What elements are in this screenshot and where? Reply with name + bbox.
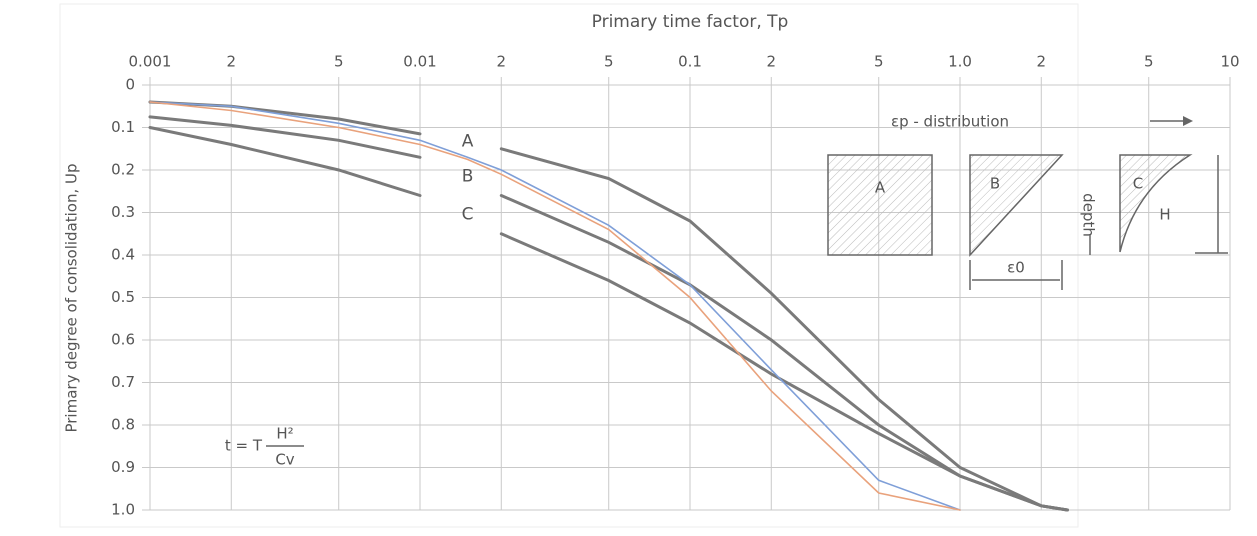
x-tick-label: 10 (1220, 53, 1239, 71)
annotation: εp - distribution (891, 113, 1009, 131)
box-a (827, 154, 933, 256)
x-tick-label: 0.1 (678, 53, 702, 71)
annotation: depth (1080, 193, 1098, 237)
distribution-inset: εp - distribution A B C depth ε0 H (827, 113, 1228, 290)
x-tick-label: 5 (334, 53, 344, 71)
x-tick-label: 0.01 (403, 53, 436, 71)
x-tick-label: 5 (604, 53, 614, 71)
y-tick-label: 1.0 (111, 501, 135, 519)
y-tick-label: 0.8 (111, 416, 135, 434)
box-label: A (875, 179, 886, 197)
y-tick-label: 0 (125, 76, 135, 94)
x-tick-label: 2 (1037, 53, 1047, 71)
x-tick-label: 1.0 (948, 53, 972, 71)
y-tick-label: 0.3 (111, 203, 135, 221)
y-tick-label: 0.7 (111, 373, 135, 391)
x-tick-label: 2 (497, 53, 507, 71)
y-tick-label: 0.1 (111, 118, 135, 136)
x-tick-label: 0.001 (129, 53, 172, 71)
curve-label: C (462, 205, 474, 225)
box-label: C (1133, 175, 1143, 193)
y-tick-label: 0.5 (111, 288, 135, 306)
y-axis-label: Primary degree of consolidation, Up (63, 163, 81, 432)
formula: t = T H² Cv (225, 425, 304, 469)
x-tick-label: 5 (1144, 53, 1154, 71)
annotation: H² (276, 425, 293, 443)
y-tick-label: 0.6 (111, 331, 135, 349)
x-tick-label: 2 (767, 53, 777, 71)
series-line (149, 101, 961, 511)
shape-c (1119, 154, 1193, 253)
paper (59, 3, 1079, 528)
x-tick-label: 5 (874, 53, 884, 71)
annotation: H (1159, 206, 1170, 224)
arrow-head (1183, 116, 1193, 126)
series-line (148, 126, 1069, 512)
curve-label: A (462, 131, 474, 151)
annotation: Cv (275, 451, 294, 469)
x-axis-label: Primary time factor, Tp (592, 12, 789, 32)
y-tick-label: 0.9 (111, 458, 135, 476)
box-label: B (990, 175, 1000, 193)
annotation: t = T (225, 437, 263, 455)
annotation: ε0 (1007, 259, 1025, 277)
y-tick-label: 0.4 (111, 246, 135, 264)
triangle-b (969, 154, 1064, 257)
curve-label: B (462, 166, 474, 186)
x-tick-label: 2 (227, 53, 237, 71)
series-line (149, 101, 961, 511)
y-tick-label: 0.2 (111, 161, 135, 179)
